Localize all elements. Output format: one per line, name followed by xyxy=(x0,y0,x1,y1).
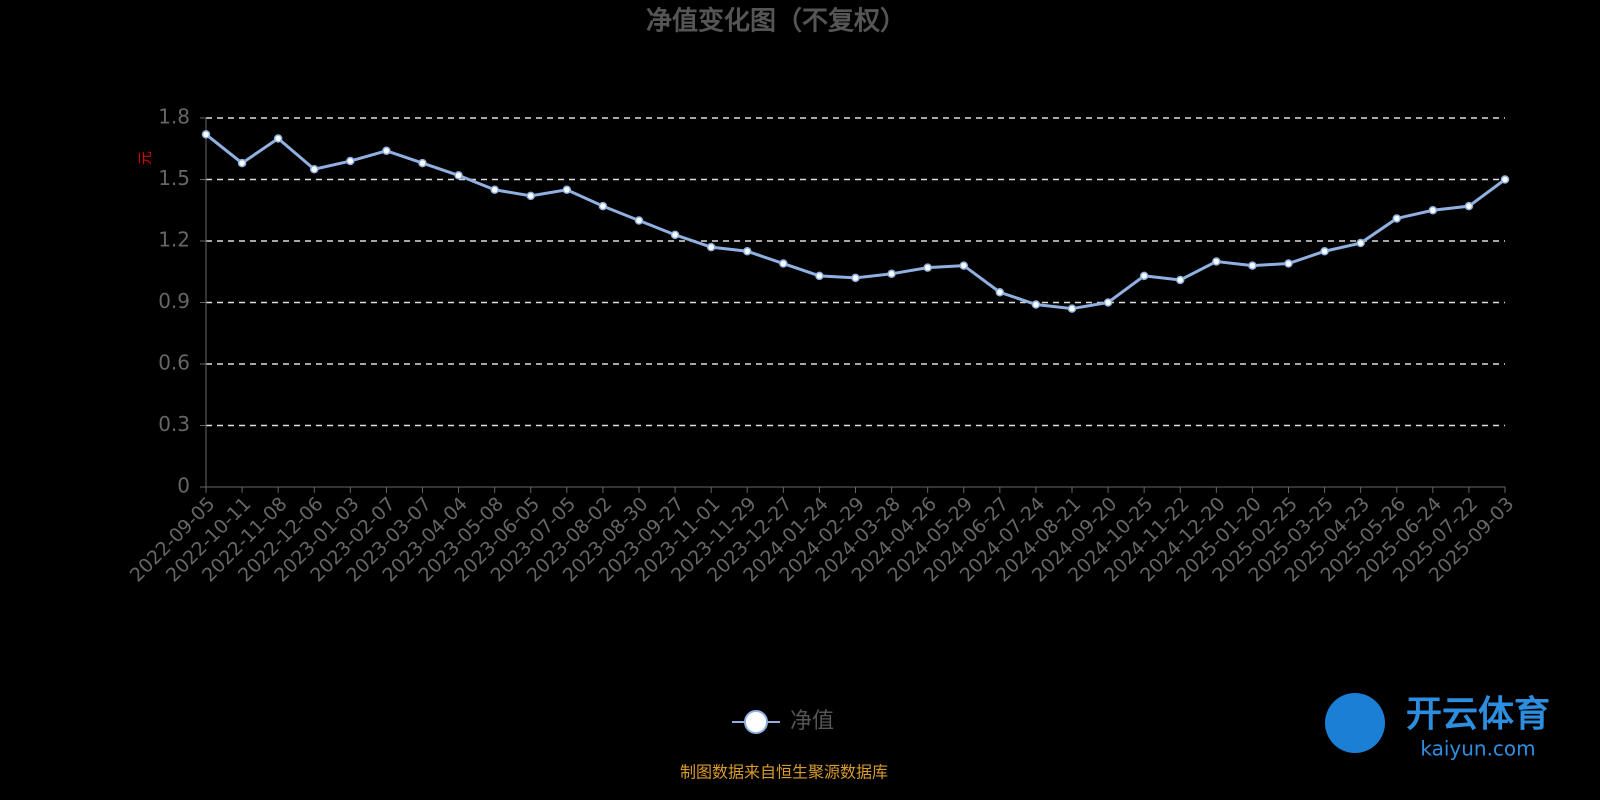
data-point xyxy=(598,201,608,211)
source-note: 制图数据来自恒生聚源数据库 xyxy=(680,763,888,782)
data-point xyxy=(454,171,463,180)
watermark-site: kaiyun.com xyxy=(1420,737,1535,761)
data-point xyxy=(1139,271,1149,281)
data-point xyxy=(382,146,391,156)
legend-label: 净值 xyxy=(790,709,834,734)
data-point xyxy=(1320,247,1329,256)
y-tick-label: 1.5 xyxy=(158,166,190,190)
data-point xyxy=(779,259,788,268)
data-point xyxy=(634,216,644,225)
data-point xyxy=(346,156,355,166)
data-point xyxy=(1464,201,1474,211)
y-tick-label: 0 xyxy=(177,474,190,498)
y-tick-label: 0.3 xyxy=(158,412,190,436)
data-point xyxy=(201,130,211,139)
y-tick-label: 1.8 xyxy=(158,105,190,129)
data-point xyxy=(1176,275,1185,285)
watermark-brand: 开云体育 xyxy=(1406,694,1550,735)
data-point xyxy=(1031,300,1041,309)
data-point xyxy=(526,191,535,201)
data-point xyxy=(1103,298,1113,307)
watermark: 开云体育 kaiyun.com xyxy=(1325,693,1550,761)
data-point xyxy=(1392,214,1401,223)
data-point xyxy=(237,158,247,168)
data-point xyxy=(815,271,824,281)
data-point xyxy=(995,288,1005,297)
logo-icon xyxy=(1325,693,1385,753)
y-tick-label: 0.9 xyxy=(158,289,190,313)
data-point xyxy=(1284,259,1293,268)
data-point xyxy=(1428,206,1438,215)
data-point xyxy=(887,269,896,279)
data-point xyxy=(1248,261,1257,270)
data-point xyxy=(670,230,680,240)
data-point xyxy=(1212,257,1221,266)
legend-marker xyxy=(744,710,768,734)
data-point xyxy=(562,185,572,194)
data-point xyxy=(1356,238,1365,248)
chart-title: 净值变化图（不复权） xyxy=(646,6,906,37)
y-tick-label: 1.2 xyxy=(158,228,190,252)
data-point xyxy=(959,261,968,270)
data-point xyxy=(1067,304,1077,313)
y-tick-label: 0.6 xyxy=(158,351,190,375)
data-point xyxy=(706,242,716,252)
data-point xyxy=(923,263,932,272)
data-point xyxy=(1500,175,1510,184)
data-point xyxy=(418,158,427,168)
data-point xyxy=(273,134,283,143)
data-point xyxy=(310,165,319,174)
data-point xyxy=(743,247,752,256)
data-point xyxy=(851,273,860,283)
data-point xyxy=(490,185,499,194)
y-axis-label: 元 xyxy=(138,151,154,165)
